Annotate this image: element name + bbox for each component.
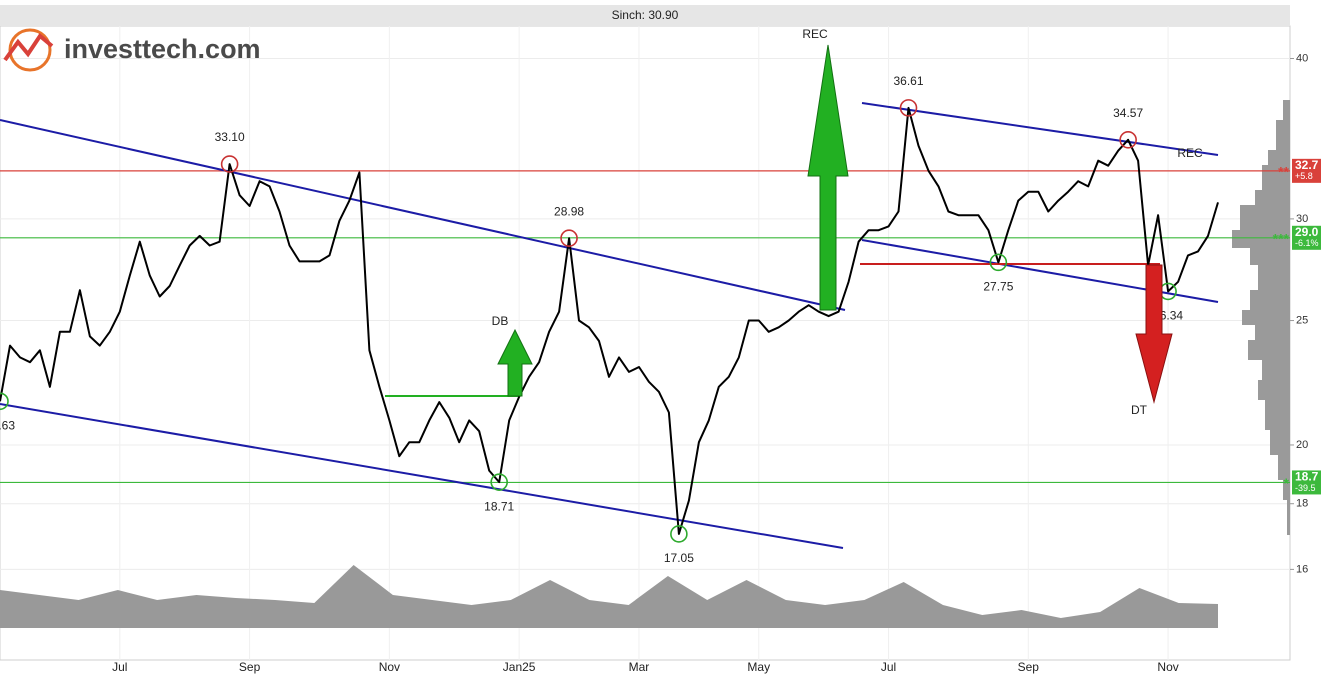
header-bar <box>0 5 1290 26</box>
value-label: 17.05 <box>664 551 694 565</box>
x-tick-label: Nov <box>379 660 400 674</box>
level-box <box>1292 158 1321 183</box>
value-label: 33.10 <box>215 130 245 144</box>
x-tick-label: Sep <box>1018 660 1040 674</box>
signal-label: REC <box>802 27 828 41</box>
bottom-marker <box>490 473 508 491</box>
level-stars: * <box>1284 475 1290 491</box>
trend-line <box>0 119 846 311</box>
volume-area <box>0 565 1218 628</box>
level-change: -6.1% <box>1295 238 1319 248</box>
level-stars: *** <box>1273 230 1290 246</box>
y-tick-label: 20 <box>1296 439 1308 451</box>
logo: investtech.com <box>3 28 261 72</box>
signal-label: DB <box>492 314 509 328</box>
top-marker <box>560 229 578 247</box>
top-marker <box>899 99 918 117</box>
value-label: 28.98 <box>554 204 584 218</box>
level-change: -39.5 <box>1295 483 1316 493</box>
value-label: 36.61 <box>893 74 923 88</box>
logo-icon <box>3 33 54 62</box>
chart-title: Sinch: 30.90 <box>612 8 679 22</box>
sell-arrow <box>1135 264 1173 404</box>
level-label: 32.7 <box>1295 158 1319 172</box>
bottom-marker <box>670 525 688 543</box>
x-tick-label: Nov <box>1157 660 1178 674</box>
value-label: 27.75 <box>983 280 1013 294</box>
y-tick-label: 40 <box>1296 52 1308 64</box>
top-marker <box>1119 131 1137 149</box>
buy-arrow <box>497 328 533 397</box>
y-tick-label: 25 <box>1296 314 1308 326</box>
levels-layer: ** 32.7+5.8 *** 29.0-6.1% * 18.7-39.5 <box>0 158 1321 495</box>
grid <box>0 26 1294 660</box>
level-box <box>1292 470 1321 495</box>
level-label: 29.0 <box>1295 225 1319 239</box>
bottom-marker <box>989 253 1008 272</box>
x-tick-label: Jan25 <box>503 660 536 674</box>
y-tick-label: 18 <box>1296 498 1308 510</box>
volume-layer <box>0 565 1218 628</box>
level-change: +5.8 <box>1295 171 1313 181</box>
value-label: 21.63 <box>0 418 15 432</box>
buy-arrow <box>807 44 849 311</box>
value-label: 18.71 <box>484 499 514 513</box>
y-tick-label: 30 <box>1296 213 1308 225</box>
x-tick-label: Sep <box>239 660 261 674</box>
plot-area <box>0 25 1291 661</box>
x-tick-label: May <box>747 660 770 674</box>
brand: investtech.com <box>64 34 261 64</box>
signal-label: REC <box>1177 146 1203 160</box>
top-marker <box>220 155 239 173</box>
level-label: 18.7 <box>1295 470 1319 484</box>
y-tick-label: 16 <box>1296 563 1308 575</box>
value-label: 34.57 <box>1113 106 1143 120</box>
level-box <box>1292 225 1321 250</box>
price-line <box>0 106 1219 535</box>
x-tick-label: Jul <box>112 660 127 674</box>
signal-label: DT <box>1131 403 1148 417</box>
x-tick-label: Mar <box>629 660 650 674</box>
trend-line <box>861 102 1219 156</box>
x-tick-label: Jul <box>881 660 896 674</box>
price-distribution <box>1232 100 1290 535</box>
bottom-marker <box>0 392 9 411</box>
trend-line <box>0 403 844 549</box>
level-stars: ** <box>1278 164 1289 180</box>
